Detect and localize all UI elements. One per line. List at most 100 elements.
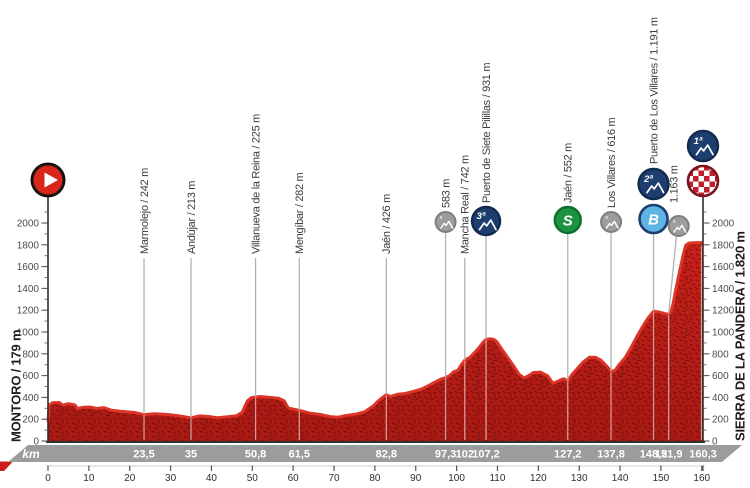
uncategorized-climb-icon: ª — [667, 215, 690, 237]
finish-location-label: SIERRA DE LA PANDERA / 1.820 m — [733, 231, 748, 441]
uncategorized-climb-icon: ª — [434, 211, 457, 233]
ruler-tick-label: 150 — [653, 473, 670, 484]
mountain-glyph — [673, 224, 687, 233]
bonus-letter: B — [648, 212, 659, 229]
waypoint-label: 583 m — [440, 179, 452, 208]
waypoint-label: Mancha Real / 742 m — [460, 155, 472, 254]
left-axis-tick-label: 600 — [22, 371, 39, 382]
sprint-circle — [553, 205, 582, 235]
uncat-circle — [600, 211, 623, 233]
climb-circle — [637, 167, 670, 201]
band-km-value: 50,8 — [245, 449, 266, 461]
left-axis-tick-label: 1800 — [17, 240, 40, 251]
left-axis-tick-label: 0 — [33, 437, 39, 448]
ruler-tick-label: 130 — [571, 473, 588, 484]
waypoint-label: Andújar / 213 m — [186, 181, 198, 254]
ruler-tick-label: 110 — [489, 473, 505, 484]
start-location-label: MONTORO / 179 m — [9, 330, 24, 442]
ruler-tick-label: 20 — [124, 473, 136, 484]
right-axis-tick-label: 800 — [712, 349, 729, 360]
left-axis-tick-label: 200 — [22, 415, 39, 426]
x-axis-ruler: 0 10 20 30 40 50 60 70 80 90 100 110 120 130 140 150 160 — [45, 465, 711, 484]
waypoint-stems — [143, 232, 703, 440]
bonus-circle — [638, 203, 669, 235]
waypoint-label: Mengíbar / 282 m — [294, 172, 306, 254]
right-axis-tick-label: 1200 — [712, 306, 735, 317]
mountain-glyph — [605, 220, 619, 229]
waypoint-label-text: Puerto de Siete Pilillas / 931 m — [481, 63, 493, 203]
ruler-tick-label: 140 — [612, 473, 629, 484]
band-km-value: 151,9 — [655, 449, 683, 461]
sprint-letter: S — [563, 213, 573, 230]
band-accent-red — [0, 461, 13, 471]
waypoint-label-text: 583 m — [440, 179, 452, 208]
svg-text:SIERRA DE LA PANDERA / 1.820 m: SIERRA DE LA PANDERA / 1.820 m — [733, 231, 748, 441]
uncat-circle — [667, 215, 690, 237]
finish-circle-checkers — [686, 164, 720, 198]
waypoint-label-text: Andújar / 213 m — [186, 181, 198, 254]
ruler-tick-label: 90 — [410, 473, 422, 484]
waypoint-label-text: 1.163 m — [669, 165, 681, 203]
band-km-value: 107,2 — [472, 449, 500, 461]
right-axis-tick-label: 1000 — [712, 328, 735, 339]
waypoint-label: Jaén / 552 m — [563, 143, 575, 203]
right-axis-tick-label: 400 — [712, 393, 729, 404]
ruler-tick-label: 100 — [448, 473, 465, 484]
mountain-glyph — [695, 144, 714, 156]
right-axis-tick-label: 1600 — [712, 262, 735, 273]
waypoint-labels: Marmolejo / 242 m Andújar / 213 m Villanue… — [139, 17, 681, 254]
km-band-unit-label: km — [22, 447, 40, 461]
uncat-mark: ª — [440, 216, 443, 223]
climb-circle — [686, 129, 720, 163]
waypoint-label: Puerto de Siete Pilillas / 931 m — [481, 63, 493, 203]
right-axis-tick-label: 2000 — [712, 219, 735, 230]
uncategorized-climb-icon: ª — [600, 211, 623, 233]
left-axis-tick-label: 2000 — [17, 219, 40, 230]
left-axis-tick-label: 1200 — [17, 306, 40, 317]
mountain-glyph — [646, 182, 665, 194]
uncat-mark: ª — [673, 220, 676, 227]
uncat-circle — [434, 211, 457, 233]
finish-flag-icon — [686, 164, 720, 198]
ruler-tick-label: 10 — [83, 473, 95, 484]
svg-text:MONTORO / 179 m: MONTORO / 179 m — [9, 330, 24, 442]
play-triangle — [44, 172, 58, 188]
category-3-climb-icon: 3ª — [470, 205, 502, 237]
mountain-glyph — [478, 219, 497, 231]
waypoint-label: Villanueva de la Reina / 225 m — [250, 114, 262, 254]
waypoint-label-text: Jaén / 426 m — [381, 194, 393, 254]
band-km-value: 160,3 — [689, 449, 717, 461]
band-km-value: 82,8 — [376, 449, 397, 461]
band-km-value: 127,2 — [554, 449, 582, 461]
profile-top-edge — [46, 241, 703, 422]
waypoint-label-text: Los Villares / 616 m — [606, 117, 618, 208]
band-km-value: 148,2 — [640, 449, 668, 461]
distance-band-bar — [8, 445, 742, 462]
climb-category-label: 1ª — [694, 136, 703, 147]
band-km-value: 61,5 — [289, 449, 310, 461]
right-axis-tick-label: 600 — [712, 371, 729, 382]
waypoint-label: Los Villares / 616 m — [606, 117, 618, 208]
bonus-seconds-icon: B — [638, 203, 669, 235]
ruler-tick-label: 60 — [288, 473, 300, 484]
band-km-value: 23,5 — [133, 449, 154, 461]
ruler-tick-label: 40 — [206, 473, 218, 484]
elevation-profile — [46, 241, 705, 443]
ruler-tick-label: 80 — [369, 473, 381, 484]
start-icon — [30, 162, 66, 198]
waypoint-label: Puerto de Los Villares / 1.191 m — [648, 17, 660, 164]
ruler-tick-label: 30 — [165, 473, 177, 484]
right-axis-tick-label: 1400 — [712, 284, 735, 295]
waypoint-label-text: Villanueva de la Reina / 225 m — [250, 114, 262, 254]
uncat-mark: ª — [605, 216, 608, 223]
right-axis-tick-label: 1800 — [712, 240, 735, 251]
right-axis-tick-label: 200 — [712, 415, 729, 426]
ruler-tick-label: 50 — [247, 473, 259, 484]
ruler-tick-label: 160 — [693, 473, 710, 484]
waypoint-label-text: Mengíbar / 282 m — [294, 172, 306, 254]
mountain-glyph — [440, 220, 454, 229]
